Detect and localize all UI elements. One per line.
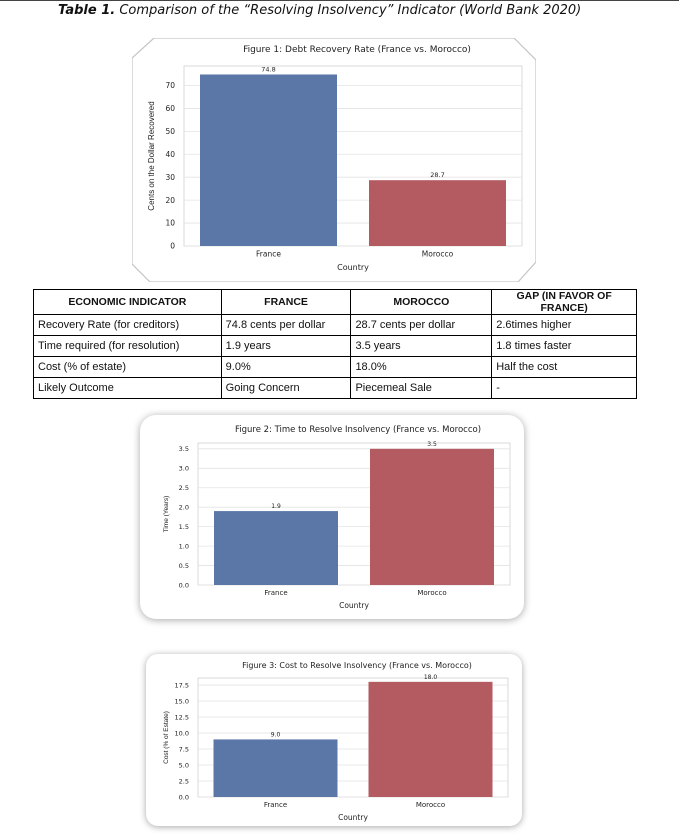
x-tick-label: Morocco xyxy=(417,589,446,597)
y-axis-label: Cents on the Dollar Recovered xyxy=(147,101,156,210)
y-tick-label: 50 xyxy=(165,127,175,136)
table-cell: - xyxy=(491,377,637,399)
table-cell: Piecemeal Sale xyxy=(350,377,493,399)
y-tick-label: 0.5 xyxy=(179,562,189,570)
y-tick-label: 0.0 xyxy=(179,581,189,589)
figure-3-cost-to-resolve: 0.0 2.5 5.0 7.5 10.0 12.5 15.0 17.5 9.0 France 18.… xyxy=(146,654,522,826)
bar-value-label: 74.8 xyxy=(261,65,275,73)
y-tick-label: 30 xyxy=(165,173,175,182)
table-cell: 3.5 years xyxy=(350,335,493,357)
bar-value-label: 3.5 xyxy=(427,441,437,448)
header-gap: GAP (IN FAVOR OF FRANCE) xyxy=(491,289,637,315)
table-cell: 74.8 cents per dollar xyxy=(220,314,352,336)
y-tick-label: 0 xyxy=(170,242,175,251)
y-tick-label: 7.5 xyxy=(179,745,189,753)
table-cell: 1.9 years xyxy=(220,335,352,357)
bar-morocco xyxy=(369,180,506,246)
y-tick-label: 12.5 xyxy=(175,713,189,721)
y-tick-label: 3.0 xyxy=(179,465,189,473)
bar-value-label: 1.9 xyxy=(271,503,281,510)
y-tick-label: 2.5 xyxy=(179,777,189,785)
y-tick-label: 20 xyxy=(165,196,175,205)
y-tick-label: 1.5 xyxy=(179,523,189,531)
figure-2-time-to-resolve: 0.0 0.5 1.0 1.5 2.0 2.5 3.0 3.5 1.9 France 3.5 Moro… xyxy=(140,415,524,619)
table-cell: Half the cost xyxy=(491,356,637,378)
y-tick-label: 2.5 xyxy=(179,484,189,492)
y-tick-label: 10 xyxy=(165,219,175,228)
table-row: Likely Outcome Going Concern Piecemeal S… xyxy=(33,377,637,399)
header-morocco: MOROCCO xyxy=(350,289,493,315)
indicator-table: ECONOMIC INDICATOR FRANCE MOROCCO GAP (I… xyxy=(33,289,637,399)
table-row: Time required (for resolution) 1.9 years… xyxy=(33,335,637,357)
table-row: Cost (% of estate) 9.0% 18.0% Half the c… xyxy=(33,356,637,378)
y-tick-label: 0.0 xyxy=(179,793,189,801)
table-row: Recovery Rate (for creditors) 74.8 cents… xyxy=(33,314,637,336)
bar-france xyxy=(200,74,337,247)
x-tick-label: France xyxy=(264,801,287,809)
x-axis-label: Country xyxy=(337,263,369,272)
header-france: FRANCE xyxy=(220,289,352,315)
chart-title: Figure 1: Debt Recovery Rate (France vs.… xyxy=(243,45,471,55)
bar-france xyxy=(213,739,338,797)
bar-value-label: 28.7 xyxy=(430,171,444,179)
table-cell: 9.0% xyxy=(220,356,352,378)
y-tick-label: 60 xyxy=(165,104,175,113)
chart-title: Figure 2: Time to Resolve Insolvency (Fr… xyxy=(235,425,481,435)
x-tick-label: Morocco xyxy=(422,250,454,259)
table-cell: 2.6times higher xyxy=(491,314,637,336)
x-tick-label: Morocco xyxy=(416,801,445,809)
chart-title: Figure 3: Cost to Resolve Insolvency (Fr… xyxy=(242,661,472,670)
y-tick-label: 70 xyxy=(165,81,175,90)
header-indicator: ECONOMIC INDICATOR xyxy=(33,289,222,315)
y-tick-label: 10.0 xyxy=(175,729,189,737)
table-caption: Table 1. Comparison of the “Resolving In… xyxy=(58,3,581,18)
table-cell: 18.0% xyxy=(350,356,493,378)
y-tick-label: 5.0 xyxy=(179,761,189,769)
table-cell: Recovery Rate (for creditors) xyxy=(33,314,222,336)
table-cell: Time required (for resolution) xyxy=(33,335,222,357)
y-tick-label: 15.0 xyxy=(175,697,189,705)
y-tick-label: 40 xyxy=(165,150,175,159)
chart-3: 0.0 2.5 5.0 7.5 10.0 12.5 15.0 17.5 9.0 France 18.… xyxy=(163,661,509,822)
bar-france xyxy=(214,511,338,585)
caption-label: Table 1. xyxy=(58,3,116,18)
table-cell: Cost (% of estate) xyxy=(33,356,222,378)
bar-morocco xyxy=(370,448,494,585)
table-cell: Going Concern xyxy=(220,377,352,399)
table-cell: Likely Outcome xyxy=(33,377,222,399)
bar-value-label: 9.0 xyxy=(271,731,281,738)
x-axis-label: Country xyxy=(338,813,368,822)
x-tick-label: France xyxy=(256,250,281,259)
chart-2: 0.0 0.5 1.0 1.5 2.0 2.5 3.0 3.5 1.9 France 3.5 Moro… xyxy=(163,425,511,610)
table-header-row: ECONOMIC INDICATOR FRANCE MOROCCO GAP (I… xyxy=(33,289,637,315)
y-axis-label: Cost (% of Estate) xyxy=(163,711,170,764)
y-tick-label: 3.5 xyxy=(179,445,189,453)
y-tick-label: 1.0 xyxy=(179,542,189,550)
bar-morocco xyxy=(368,681,493,797)
y-tick-label: 17.5 xyxy=(175,681,189,689)
bar-value-label: 18.0 xyxy=(424,674,438,681)
table-cell: 28.7 cents per dollar xyxy=(350,314,493,336)
y-tick-label: 2.0 xyxy=(179,503,189,511)
top-rule xyxy=(0,0,679,1)
table-cell: 1.8 times faster xyxy=(491,335,637,357)
x-axis-label: Country xyxy=(339,601,369,610)
x-tick-label: France xyxy=(264,589,287,597)
y-axis-label: Time (Years) xyxy=(163,496,170,533)
caption-text: Comparison of the “Resolving Insolvency”… xyxy=(119,3,582,18)
figure-1-debt-recovery: 0 10 20 30 40 50 60 70 74.8 France 28.7 Morocco Figu… xyxy=(132,38,536,282)
chart-1: 0 10 20 30 40 50 60 70 74.8 France 28.7 Morocco Figu… xyxy=(147,45,523,272)
